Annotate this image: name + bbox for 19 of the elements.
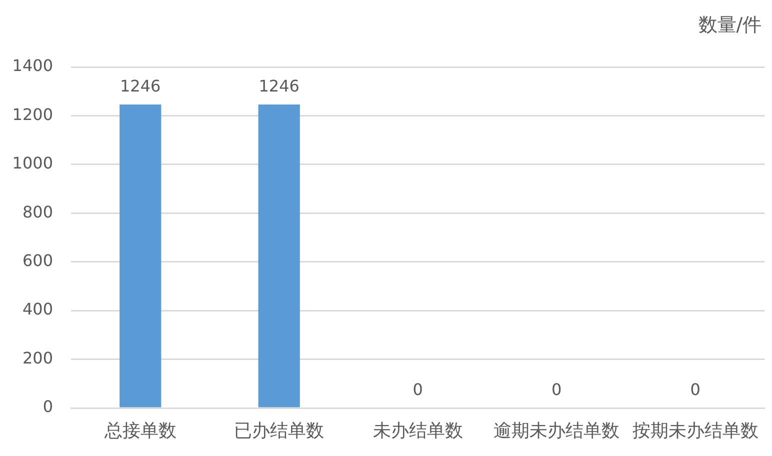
x-tick-label: 未办结单数 (372, 420, 463, 442)
y-tick-label: 200 (22, 348, 53, 368)
data-label: 1246 (120, 76, 161, 96)
data-label: 0 (412, 380, 423, 400)
x-tick-label: 总接单数 (103, 420, 176, 442)
data-label: 1246 (258, 76, 300, 96)
y-tick-label: 1200 (12, 104, 53, 124)
x-tick-label: 按期未办结单数 (632, 420, 758, 442)
y-tick-label: 400 (22, 300, 53, 319)
x-tick-label: 逾期未办结单数 (494, 420, 620, 442)
y-axis-title: 数量/件 (698, 14, 762, 36)
y-tick-label: 600 (22, 251, 53, 270)
y-tick-label: 0 (42, 397, 53, 416)
y-tick-label: 1400 (12, 56, 53, 76)
x-tick-label: 已办结单数 (234, 420, 324, 442)
data-label: 0 (690, 380, 700, 400)
y-tick-label: 1000 (12, 154, 53, 173)
data-label: 0 (551, 380, 562, 400)
y-tick-label: 800 (22, 202, 53, 222)
